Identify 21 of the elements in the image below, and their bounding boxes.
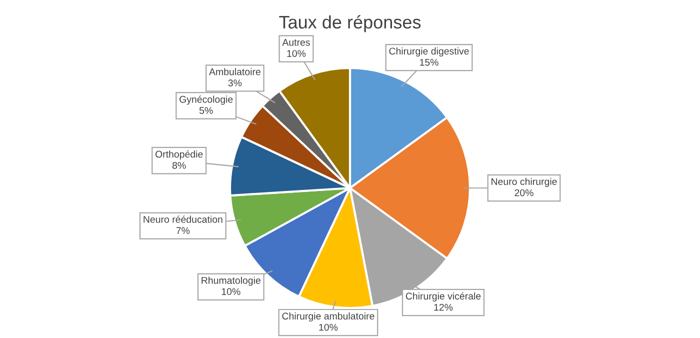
chart-title: Taux de réponses bbox=[279, 15, 421, 32]
data-label: 7% bbox=[176, 227, 190, 234]
data-label: 15% bbox=[420, 58, 438, 66]
slice-label: Orthopédie bbox=[155, 150, 203, 160]
slice-label: Neuro chirurgie bbox=[492, 178, 557, 187]
slice-label: Autres bbox=[282, 39, 310, 46]
data-label: 10% bbox=[319, 324, 338, 331]
slice-label: Ambulatoire bbox=[209, 68, 260, 76]
data-label: 10% bbox=[222, 288, 240, 296]
slice-label: Chirurgie ambulatoire bbox=[282, 312, 374, 322]
data-label: 10% bbox=[287, 50, 306, 57]
data-label: 20% bbox=[514, 189, 534, 196]
slice-label: Neuro rééducation bbox=[144, 216, 222, 223]
data-label: 12% bbox=[434, 304, 453, 311]
slice-label: Gynécologie bbox=[180, 96, 233, 105]
data-label: 5% bbox=[199, 107, 213, 114]
slice-label: Rhumatologie bbox=[202, 276, 260, 286]
data-label: 3% bbox=[228, 79, 242, 86]
slice-label: Chirurgie digestive bbox=[389, 47, 469, 56]
data-label: 8% bbox=[172, 162, 186, 169]
slice-label: Chirurgie vicérale bbox=[406, 292, 481, 302]
